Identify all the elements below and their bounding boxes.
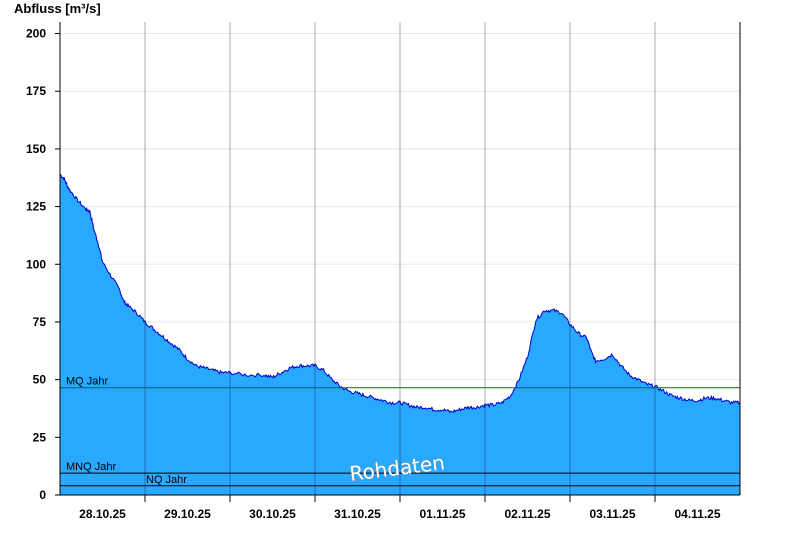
y-axis-label: Abfluss [m³/s] [14,1,101,16]
y-tick-label: 75 [33,315,47,329]
y-tick-label: 200 [26,27,46,41]
x-axis-ticks: 28.10.25 29.10.25 30.10.25 31.10.25 01.11.25… [79,507,721,521]
y-tick-label: 175 [26,84,46,98]
reference-line-label: MQ Jahr [66,376,109,388]
reference-lines: MQ Jahr MNQ Jahr NQ Jahr [60,376,740,487]
x-tick-label: 04.11.25 [674,507,720,521]
y-tick-label: 125 [26,200,46,214]
x-tick-label: 02.11.25 [504,507,550,521]
day-separator-lines [144,22,656,502]
x-tick-label: 03.11.25 [589,507,635,521]
y-tick-label: 150 [26,142,46,156]
y-tick-label: 25 [33,430,47,444]
x-tick-label: 30.10.25 [249,507,296,521]
x-tick-label: 31.10.25 [334,507,381,521]
x-tick-label: 28.10.25 [79,507,126,521]
reference-line-label: NQ Jahr [146,474,187,486]
y-axis-ticks: 0 25 50 75 100 125 150 175 200 [26,27,60,502]
y-tick-label: 50 [33,373,47,387]
x-tick-label: 29.10.25 [164,507,211,521]
y-tick-label: 100 [26,257,46,271]
discharge-line [59,173,741,413]
reference-line-label: MNQ Jahr [66,461,116,473]
axes [59,22,741,496]
x-tick-label: 01.11.25 [419,507,465,521]
y-tick-label: 0 [39,488,46,502]
